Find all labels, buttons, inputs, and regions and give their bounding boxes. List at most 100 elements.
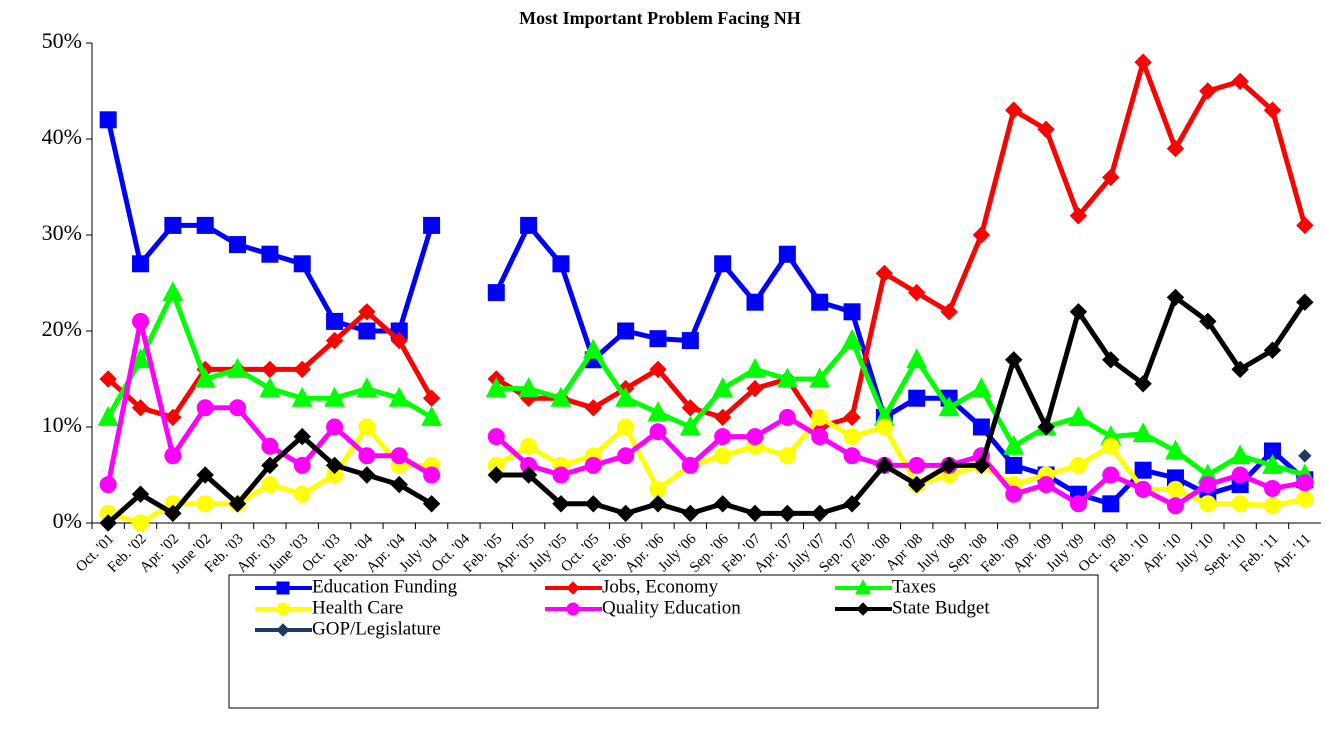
data-point bbox=[744, 357, 766, 378]
data-point bbox=[970, 377, 992, 398]
data-point bbox=[810, 504, 829, 523]
data-point bbox=[1068, 405, 1089, 426]
y-tick-label: 20% bbox=[42, 316, 82, 341]
data-point bbox=[713, 495, 732, 513]
data-point bbox=[164, 447, 182, 465]
data-point bbox=[259, 377, 281, 398]
data-point bbox=[261, 476, 279, 494]
data-point bbox=[875, 264, 894, 283]
y-tick-label: 30% bbox=[42, 220, 82, 245]
data-point bbox=[1102, 437, 1120, 455]
data-point bbox=[584, 399, 603, 417]
data-point bbox=[325, 331, 344, 350]
legend-box bbox=[228, 574, 1099, 709]
data-point bbox=[681, 456, 699, 474]
data-point bbox=[358, 466, 376, 484]
data-point bbox=[1231, 495, 1249, 513]
data-point bbox=[809, 367, 831, 388]
data-point bbox=[616, 504, 635, 523]
data-point bbox=[1134, 375, 1152, 393]
data-point bbox=[552, 495, 570, 513]
data-point bbox=[1102, 466, 1120, 484]
data-point bbox=[746, 428, 764, 446]
data-point bbox=[681, 332, 699, 350]
data-point bbox=[778, 447, 796, 465]
data-point bbox=[485, 377, 507, 398]
data-point bbox=[1263, 497, 1281, 515]
data-point bbox=[615, 386, 637, 407]
data-point bbox=[714, 255, 732, 273]
data-point bbox=[1005, 485, 1023, 503]
data-point bbox=[132, 255, 150, 273]
data-point bbox=[940, 303, 958, 321]
data-point bbox=[358, 303, 376, 321]
data-point bbox=[164, 216, 182, 234]
data-point bbox=[423, 466, 441, 484]
data-point bbox=[811, 408, 829, 426]
data-point bbox=[1132, 422, 1154, 443]
data-point bbox=[843, 428, 861, 446]
data-point bbox=[1005, 456, 1023, 474]
legend-marker bbox=[856, 602, 870, 616]
legend-marker bbox=[276, 581, 290, 595]
series-line bbox=[105, 119, 1307, 507]
data-point bbox=[1296, 474, 1314, 492]
data-point bbox=[778, 245, 796, 263]
data-point bbox=[584, 456, 602, 474]
data-point bbox=[1102, 168, 1120, 187]
data-point bbox=[390, 331, 408, 350]
data-point bbox=[1166, 139, 1185, 158]
data-point bbox=[487, 284, 505, 302]
data-point bbox=[293, 255, 311, 273]
data-point bbox=[293, 427, 311, 446]
data-point bbox=[908, 389, 926, 407]
data-point bbox=[908, 475, 926, 494]
y-tick-label: 40% bbox=[42, 124, 82, 149]
data-point bbox=[261, 456, 279, 475]
data-point bbox=[293, 485, 311, 503]
data-point bbox=[843, 447, 861, 465]
y-tick-label: 50% bbox=[42, 28, 82, 53]
data-point bbox=[843, 303, 861, 321]
data-point bbox=[1069, 303, 1088, 321]
data-point bbox=[261, 437, 279, 455]
data-point bbox=[390, 447, 408, 465]
data-point bbox=[358, 322, 376, 340]
data-point bbox=[1199, 476, 1217, 494]
data-point bbox=[746, 504, 764, 523]
data-point bbox=[908, 456, 926, 474]
data-point bbox=[1069, 456, 1087, 474]
data-point bbox=[811, 428, 829, 446]
data-point bbox=[712, 377, 734, 398]
data-point bbox=[130, 348, 151, 369]
data-point bbox=[778, 408, 796, 426]
data-point bbox=[617, 447, 635, 465]
data-point bbox=[421, 405, 443, 426]
data-point bbox=[1296, 216, 1314, 235]
data-point bbox=[1231, 466, 1249, 484]
data-point bbox=[1166, 480, 1184, 498]
data-point bbox=[358, 418, 376, 436]
data-point bbox=[261, 245, 279, 263]
legend-label: GOP/Legislature bbox=[312, 618, 441, 639]
data-point bbox=[261, 360, 279, 379]
data-point bbox=[1166, 288, 1185, 307]
data-point bbox=[972, 456, 991, 475]
data-point bbox=[649, 423, 667, 441]
y-tick-label: 0% bbox=[53, 508, 82, 533]
data-point bbox=[550, 386, 572, 407]
data-point bbox=[487, 428, 505, 446]
data-point bbox=[1231, 360, 1249, 379]
data-point bbox=[1003, 434, 1025, 455]
data-point bbox=[97, 405, 119, 426]
data-point bbox=[1296, 490, 1314, 508]
data-point bbox=[713, 408, 732, 427]
data-point bbox=[714, 447, 732, 465]
data-point bbox=[1263, 479, 1281, 497]
data-point bbox=[196, 399, 214, 417]
legend-marker bbox=[566, 581, 580, 595]
data-point bbox=[291, 386, 313, 407]
data-point bbox=[196, 495, 214, 513]
data-point bbox=[843, 408, 861, 427]
